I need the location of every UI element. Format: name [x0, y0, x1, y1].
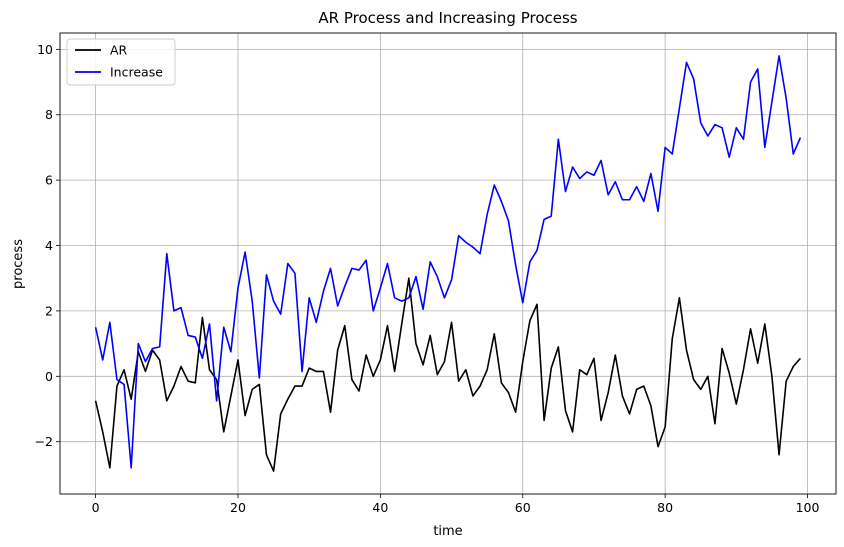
x-tick-label: 40 [372, 500, 388, 515]
legend-label-ar: AR [110, 43, 128, 58]
y-tick-label: 0 [45, 369, 53, 384]
grid-lines [60, 33, 836, 494]
y-tick-label: 8 [45, 107, 53, 122]
x-axis-label: time [433, 524, 462, 539]
series-line-ar [94, 277, 802, 472]
y-tick-label: 10 [37, 42, 53, 57]
y-tick-label: 2 [45, 303, 53, 318]
y-axis: −2 0 2 4 6 8 10 [35, 42, 60, 449]
legend-label-increase: Increase [110, 65, 163, 80]
chart-title: AR Process and Increasing Process [318, 9, 577, 27]
legend: AR Increase [66, 38, 176, 86]
series-layer [94, 55, 802, 472]
x-tick-label: 60 [515, 500, 531, 515]
y-tick-label: 6 [45, 173, 53, 188]
y-axis-label: process [11, 239, 26, 289]
y-tick-label: −2 [35, 434, 53, 449]
plot-area-frame [59, 32, 837, 495]
x-tick-label: 20 [230, 500, 246, 515]
x-tick-label: 80 [657, 500, 673, 515]
x-tick-label: 0 [92, 500, 100, 515]
x-axis: 0 20 40 60 80 100 [92, 494, 820, 515]
y-tick-label: 4 [45, 238, 53, 253]
series-line-increase [94, 55, 802, 469]
x-tick-label: 100 [796, 500, 820, 515]
